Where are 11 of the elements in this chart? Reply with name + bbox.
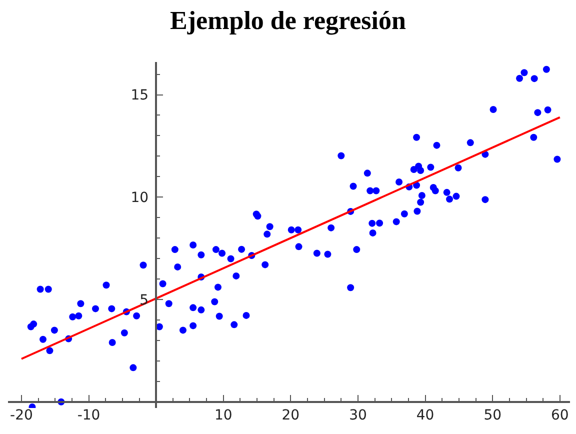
chart-title: Ejemplo de regresión — [170, 6, 406, 36]
x-tick-label: -10 — [77, 407, 100, 424]
x-tick-label: 10 — [214, 407, 232, 424]
y-tick-label: 15 — [130, 88, 149, 104]
y-tick-label: 10 — [130, 190, 149, 206]
x-tick-label: 60 — [550, 407, 569, 424]
x-tick-label: 40 — [416, 407, 434, 424]
x-tick-label: 30 — [349, 407, 367, 424]
x-tick-label: -20 — [10, 407, 33, 424]
x-tick-label: 20 — [282, 407, 300, 424]
x-tick-label: 50 — [484, 407, 502, 424]
